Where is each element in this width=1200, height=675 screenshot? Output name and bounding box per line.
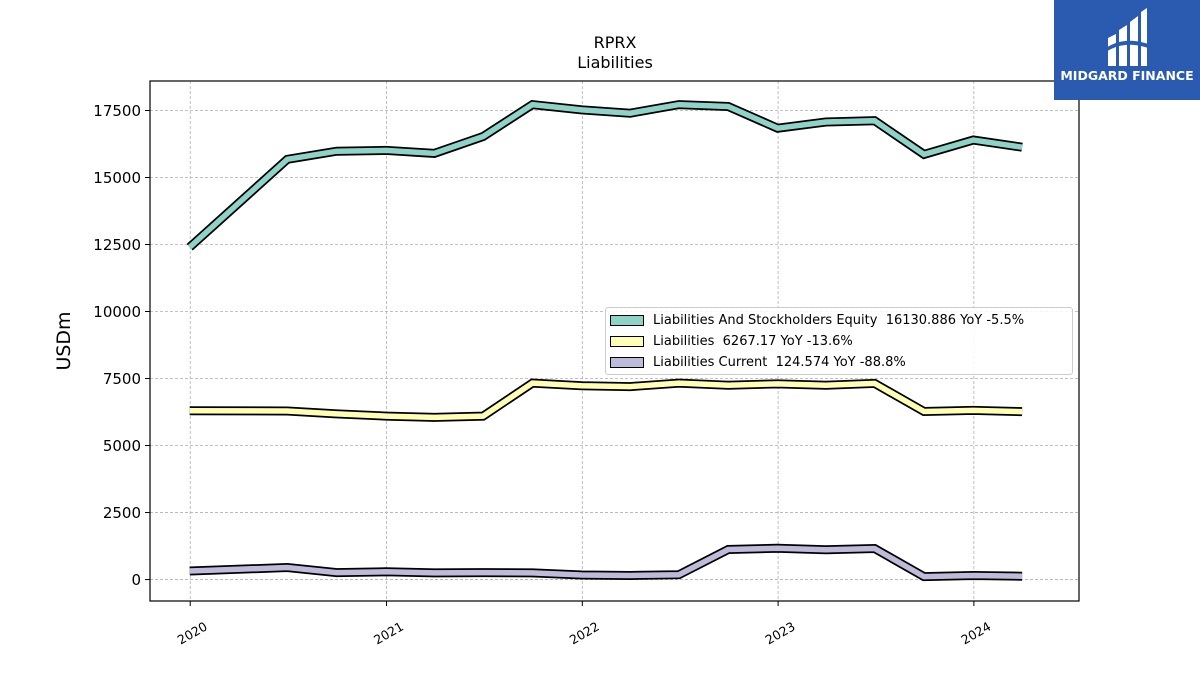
legend-swatch-1 bbox=[610, 335, 644, 347]
y-axis-label: USDm bbox=[53, 311, 75, 370]
y-tick-label: 17500 bbox=[93, 102, 141, 120]
y-tick-label: 7500 bbox=[103, 370, 141, 388]
legend-swatch-2 bbox=[610, 356, 644, 368]
y-tick-label: 2500 bbox=[103, 504, 141, 522]
x-tick-label: 2021 bbox=[371, 619, 406, 648]
plot-frame bbox=[149, 80, 1080, 602]
legend-swatch-0 bbox=[610, 314, 644, 326]
x-tick-label: 2024 bbox=[958, 619, 993, 648]
x-tick-label: 2023 bbox=[763, 619, 798, 648]
y-tick-label: 10000 bbox=[93, 303, 141, 321]
legend: Liabilities And Stockholders Equity 1613… bbox=[605, 307, 1073, 375]
series-outline-0 bbox=[186, 99, 1023, 251]
legend-item-1: Liabilities 6267.17 YoY -13.6% bbox=[610, 332, 853, 350]
series-line-1 bbox=[189, 380, 1023, 421]
series-line-2 bbox=[189, 545, 1023, 580]
legend-item-0: Liabilities And Stockholders Equity 1613… bbox=[610, 311, 1024, 329]
y-tick-label: 15000 bbox=[93, 169, 141, 187]
y-tick-label: 12500 bbox=[93, 236, 141, 254]
y-axis: 0 2500 5000 7500 10000 12500 15000 17500 bbox=[93, 102, 150, 589]
legend-label-0: Liabilities And Stockholders Equity 1613… bbox=[653, 312, 1025, 328]
series-line-0 bbox=[187, 101, 1023, 250]
legend-label-2: Liabilities Current 124.574 YoY -88.8% bbox=[653, 354, 906, 370]
logo-text: MIDGARD FINANCE bbox=[1060, 68, 1194, 83]
x-tick-label: 2022 bbox=[567, 619, 602, 648]
legend-label-1: Liabilities 6267.17 YoY -13.6% bbox=[653, 333, 853, 349]
x-tick-label: 2020 bbox=[175, 619, 210, 648]
y-tick-label: 5000 bbox=[103, 437, 141, 455]
series-layer bbox=[186, 99, 1023, 582]
x-axis: 2020 2021 2022 2023 2024 bbox=[175, 601, 993, 648]
y-tick-label: 0 bbox=[131, 571, 141, 589]
brand-logo: MIDGARD FINANCE bbox=[1054, 0, 1200, 100]
logo-mark-icon bbox=[1106, 8, 1148, 66]
chart-subtitle: Liabilities bbox=[577, 53, 653, 72]
legend-item-2: Liabilities Current 124.574 YoY -88.8% bbox=[610, 353, 906, 371]
chart-title: RPRX bbox=[594, 33, 637, 52]
